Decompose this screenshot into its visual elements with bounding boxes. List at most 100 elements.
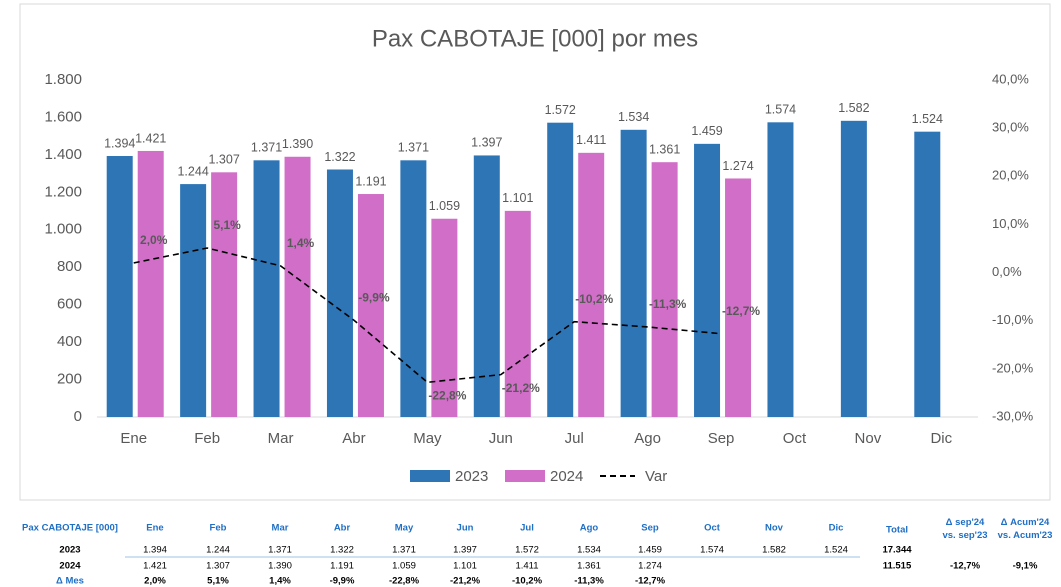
th: Pax CABOTAJE [000] <box>22 523 118 534</box>
x-tick-label: Jun <box>489 430 513 447</box>
th: Mar <box>272 523 289 534</box>
bar-label: 1.524 <box>912 112 943 126</box>
legend-label: 2023 <box>455 468 488 485</box>
var-label: -22,8% <box>428 389 466 403</box>
y2-tick-label: 40,0% <box>992 71 1029 86</box>
cell: 2,0% <box>144 576 166 587</box>
bar-label: 1.459 <box>691 124 722 138</box>
var-label: -10,2% <box>575 292 613 306</box>
th: Δ Acum'24 vs. Acum'23 <box>998 517 1053 541</box>
x-tick-label: Oct <box>783 430 807 447</box>
y2-tick-label: -10,0% <box>992 312 1034 327</box>
bar <box>651 162 678 417</box>
bar-label: 1.582 <box>838 101 869 115</box>
var-label: 2,0% <box>140 233 168 247</box>
cell-total: 17.344 <box>882 545 912 556</box>
bar-label: 1.371 <box>251 141 282 155</box>
y2-tick-label: 0,0% <box>992 264 1022 279</box>
bar <box>211 172 238 417</box>
y2-tick-label: 30,0% <box>992 120 1029 135</box>
y-tick-label: 800 <box>57 258 82 275</box>
x-tick-label: May <box>413 430 442 447</box>
bar <box>284 156 311 417</box>
bar-label: 1.394 <box>104 136 135 150</box>
cell: 1.322 <box>330 545 354 556</box>
var-label: -21,2% <box>502 381 540 395</box>
y-tick-label: 600 <box>57 296 82 313</box>
bar-label: 1.244 <box>177 164 208 178</box>
x-tick-label: Dic <box>930 430 952 447</box>
bar-label: 1.322 <box>324 150 355 164</box>
bar <box>473 155 500 417</box>
x-tick-label: Ene <box>120 430 147 447</box>
bar-label: 1.572 <box>545 103 576 117</box>
y-tick-label: 0 <box>74 408 82 425</box>
bar <box>106 156 133 418</box>
cell: 1,4% <box>269 576 291 587</box>
x-tick-label: Sep <box>708 430 735 447</box>
legend-label: 2024 <box>550 468 583 485</box>
th: Ago <box>580 523 599 534</box>
bar <box>326 169 353 417</box>
bar <box>504 210 531 417</box>
bar <box>137 150 164 418</box>
var-label: -9,9% <box>358 290 390 304</box>
cell: 1.574 <box>700 545 724 556</box>
cell: 1.390 <box>268 561 292 572</box>
y-tick-label: 400 <box>57 333 82 350</box>
th: Jul <box>520 523 534 534</box>
cell: 1.524 <box>824 545 848 556</box>
cell: 1.101 <box>453 561 477 572</box>
cell: 1.371 <box>268 545 292 556</box>
legend-swatch <box>505 470 545 482</box>
bar-label: 1.421 <box>135 131 166 145</box>
y-tick-label: 1.800 <box>44 71 82 88</box>
bar-label: 1.411 <box>576 133 606 147</box>
cell: 1.059 <box>392 561 416 572</box>
cell: -12,7% <box>950 561 981 572</box>
y-tick-label: 1.400 <box>44 146 82 163</box>
th: Ene <box>146 523 163 534</box>
bar <box>400 160 427 417</box>
row-label: Δ Mes <box>56 576 84 587</box>
cell: 1.411 <box>515 561 538 572</box>
cell: 1.534 <box>577 545 601 556</box>
th: Total <box>886 525 908 536</box>
cell: 1.459 <box>638 545 662 556</box>
cell: -9,9% <box>330 576 355 587</box>
y-tick-label: 1.200 <box>44 183 82 200</box>
th: Dic <box>829 523 844 534</box>
th: Abr <box>334 523 351 534</box>
row-label: 2023 <box>59 545 80 556</box>
legend-label: Var <box>645 468 667 485</box>
bar-label: 1.397 <box>471 136 502 150</box>
bar <box>725 178 752 417</box>
th: Jun <box>457 523 474 534</box>
cell: 1.371 <box>392 545 416 556</box>
cell: 1.397 <box>453 545 477 556</box>
cell: -11,3% <box>574 576 604 587</box>
bar-label: 1.274 <box>722 159 753 173</box>
th: Nov <box>765 523 784 534</box>
bar-label: 1.101 <box>502 191 533 205</box>
cell: 1.394 <box>143 545 167 556</box>
bar <box>431 218 458 417</box>
bar-label: 1.361 <box>649 142 680 156</box>
cell: -22,8% <box>389 576 420 587</box>
x-tick-label: Mar <box>268 430 294 447</box>
y-tick-label: 200 <box>57 371 82 388</box>
y-tick-label: 1.000 <box>44 221 82 238</box>
x-tick-label: Feb <box>194 430 220 447</box>
var-label: -11,3% <box>649 297 687 311</box>
var-label: 1,4% <box>287 236 315 250</box>
bar <box>547 122 574 417</box>
var-line <box>133 247 722 384</box>
bar-label: 1.059 <box>429 199 460 213</box>
bar <box>694 143 721 417</box>
y2-tick-label: 10,0% <box>992 216 1029 231</box>
bar <box>180 184 207 417</box>
bar-label: 1.390 <box>282 137 313 151</box>
th: Δ sep'24 vs. sep'23 <box>942 517 987 541</box>
var-label: -12,7% <box>722 304 760 318</box>
